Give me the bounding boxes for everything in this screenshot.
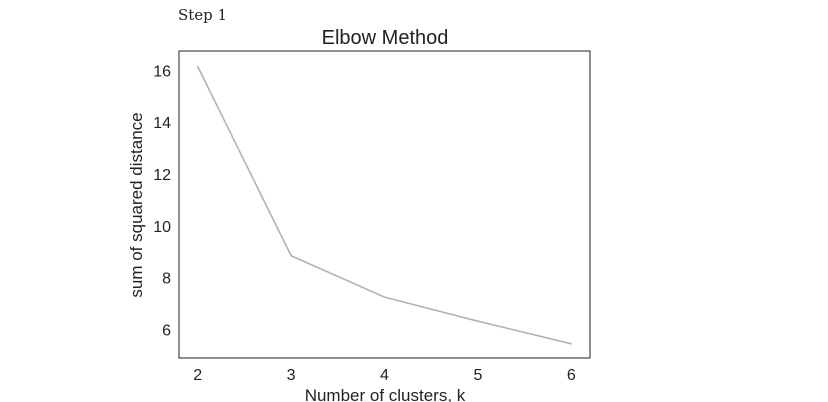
y-tick-label: 14: [153, 115, 171, 132]
y-tick-label: 12: [153, 167, 171, 184]
step-label: Step 1: [178, 6, 228, 24]
x-tick-label: 2: [193, 367, 202, 384]
data-point: [196, 65, 199, 68]
series-group: [196, 65, 573, 345]
y-axis-label: sum of squared distance: [127, 112, 146, 297]
x-tick-label: 3: [287, 367, 296, 384]
series-line: [196, 66, 572, 345]
data-point: [383, 296, 386, 298]
x-tick-label: 6: [567, 367, 576, 384]
x-axis-label: Number of clusters, k: [305, 386, 466, 402]
data-point: [570, 342, 573, 345]
y-tick-label: 8: [162, 271, 171, 288]
data-point: [290, 254, 292, 257]
data-point: [477, 320, 479, 323]
x-tick-label: 4: [380, 367, 389, 384]
x-tick-label: 5: [473, 367, 482, 384]
y-tick-label: 10: [153, 219, 171, 236]
y-axis-ticks: 6 8 10 12 14 16: [153, 63, 171, 339]
plot-frame: [178, 50, 591, 359]
y-tick-label: 6: [162, 323, 171, 340]
x-axis-ticks: 2 3 4 5 6: [193, 367, 576, 384]
chart-title: Elbow Method: [322, 27, 449, 49]
y-tick-label: 16: [153, 63, 171, 80]
